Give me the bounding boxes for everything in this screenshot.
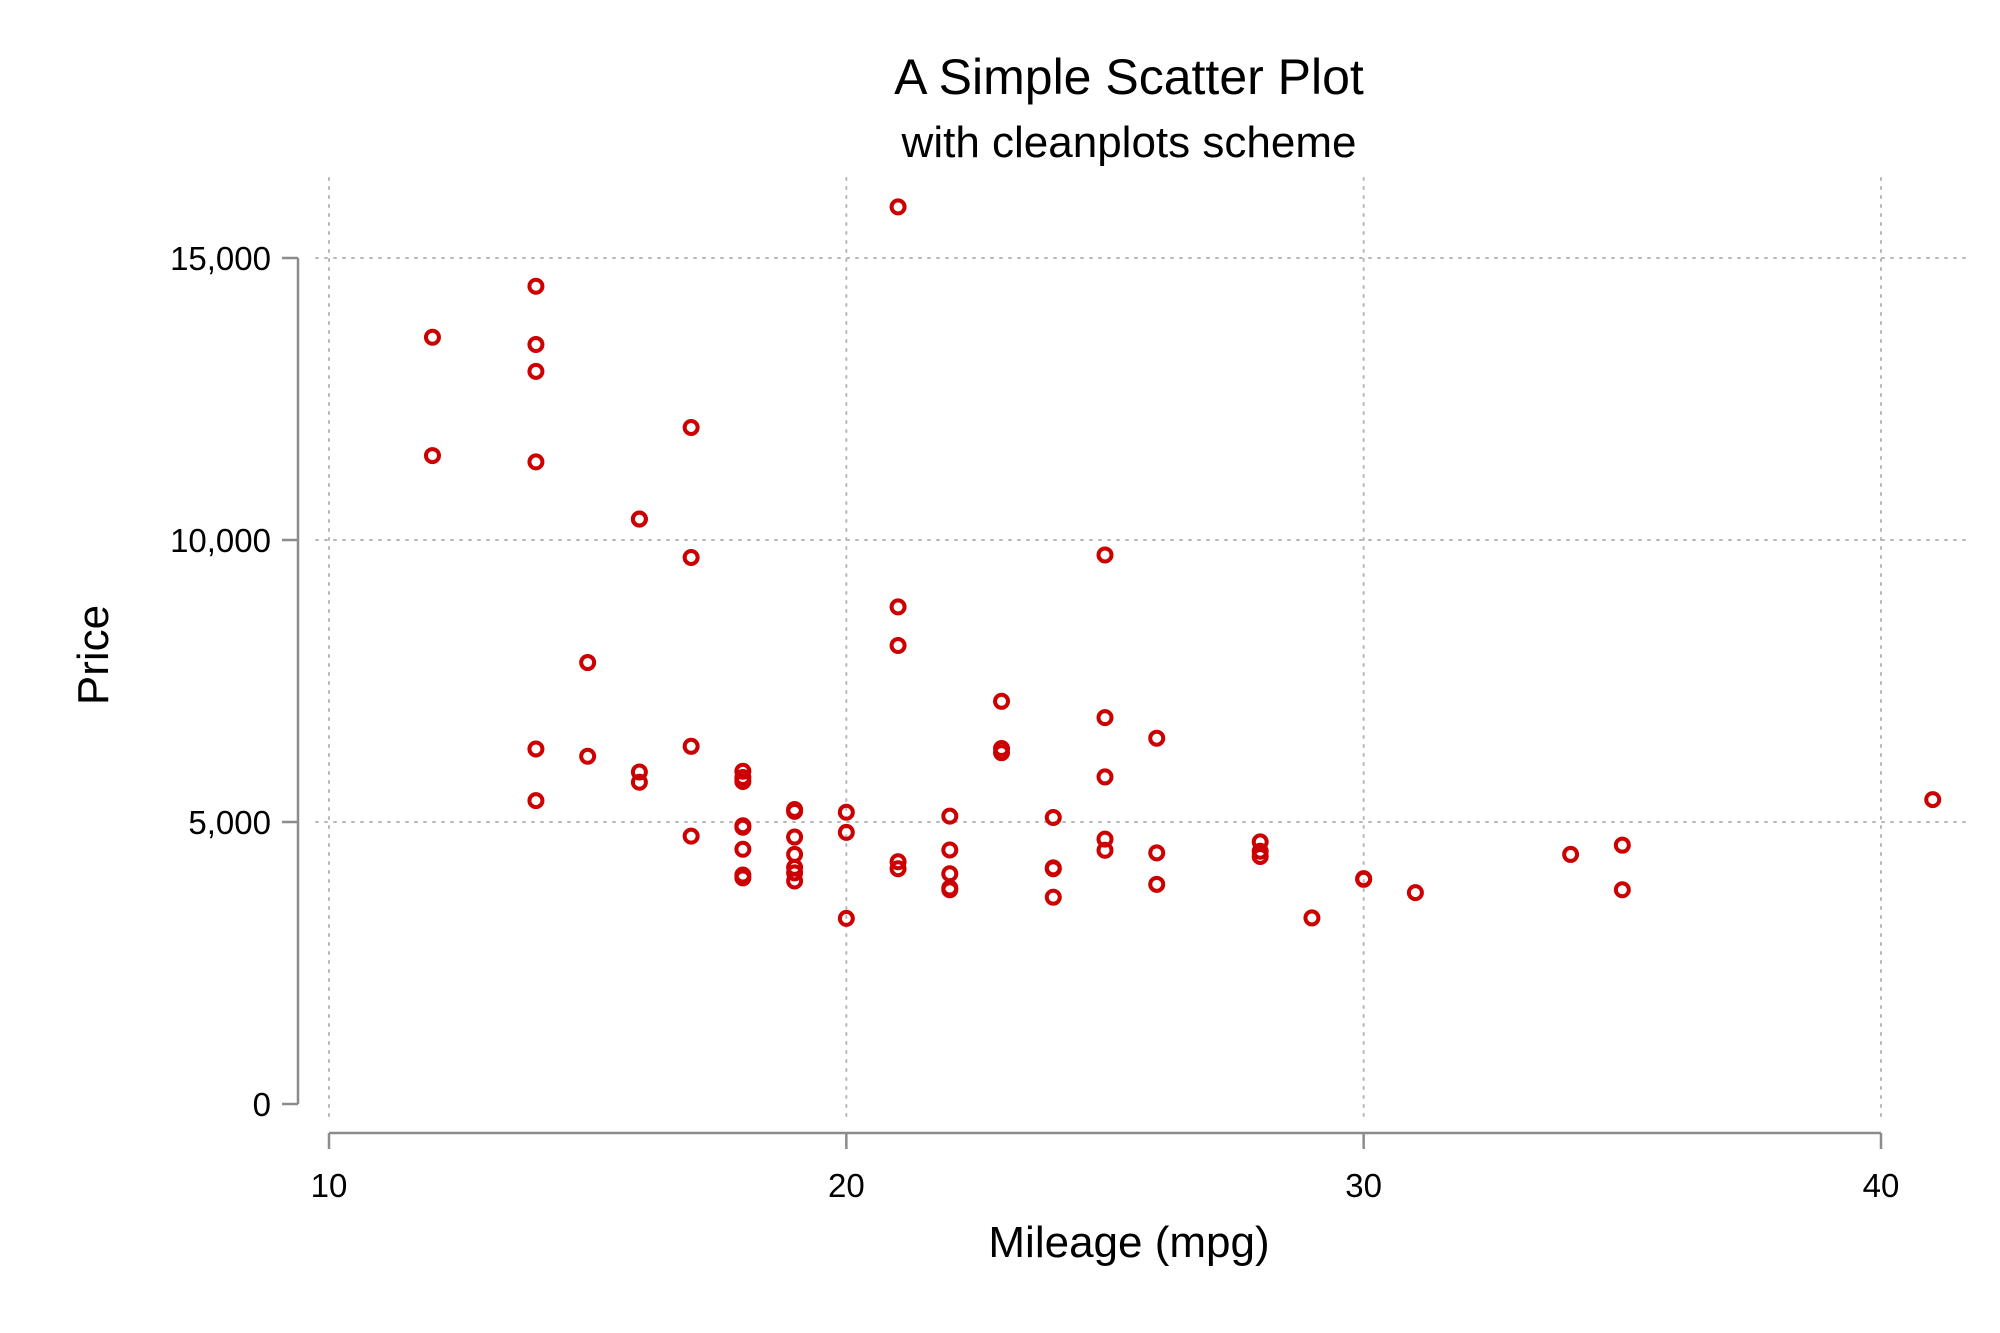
data-point [837,823,855,841]
data-point [837,909,855,927]
x-tick-label: 10 [311,1167,348,1204]
x-axis-label: Mileage (mpg) [988,1218,1269,1267]
data-point [1148,729,1166,747]
data-point [1613,881,1631,899]
data-point [734,818,752,836]
x-tick-label: 40 [1863,1167,1900,1204]
data-point [734,772,752,790]
data-point [1096,841,1114,859]
y-tick-label: 0 [253,1086,271,1123]
data-point [837,803,855,821]
data-point [941,841,959,859]
data-point [527,792,545,810]
data-point [423,447,441,465]
data-point [1406,884,1424,902]
data-point [527,740,545,758]
data-point [1924,791,1942,809]
data-point [1562,845,1580,863]
data-point [941,881,959,899]
data-point [579,654,597,672]
data-points [423,198,1942,927]
data-point [889,198,907,216]
data-point [1044,809,1062,827]
data-point [993,692,1011,710]
data-point [1096,709,1114,727]
data-point [993,744,1011,762]
grid-layer [315,177,1969,1118]
x-tick-label: 30 [1345,1167,1382,1204]
data-point [527,362,545,380]
chart-title: A Simple Scatter Plot [894,49,1364,105]
data-point [1251,847,1269,865]
chart-subtitle: with cleanplots scheme [901,118,1357,167]
data-point [630,773,648,791]
data-point [1303,909,1321,927]
data-point [786,802,804,820]
data-point [734,762,752,780]
data-point [1044,860,1062,878]
data-point [734,869,752,887]
data-point [1355,870,1373,888]
data-point [786,828,804,846]
data-point [1148,875,1166,893]
data-point [1148,844,1166,862]
data-point [423,328,441,346]
data-point [889,637,907,655]
data-point [682,548,700,566]
data-point [682,827,700,845]
data-point [579,747,597,765]
data-point [682,418,700,436]
data-point [889,598,907,616]
y-tick-label: 5,000 [188,804,271,841]
data-point [1096,546,1114,564]
data-point [734,840,752,858]
data-point [1096,768,1114,786]
data-point [1613,836,1631,854]
data-point [527,453,545,471]
data-point [786,864,804,882]
data-point [786,872,804,890]
data-point [630,510,648,528]
data-point [1044,888,1062,906]
data-point [527,336,545,354]
axis-layer: 0 5,000 10,000 15,000 10 20 30 40 [170,240,1899,1204]
data-point [889,853,907,871]
x-tick-label: 20 [828,1167,865,1204]
y-axis-label: Price [69,605,118,705]
y-tick-label: 10,000 [170,522,271,559]
data-point [682,737,700,755]
y-tick-label: 15,000 [170,240,271,277]
data-point [630,763,648,781]
data-point [941,807,959,825]
data-point [527,277,545,295]
data-point [889,860,907,878]
